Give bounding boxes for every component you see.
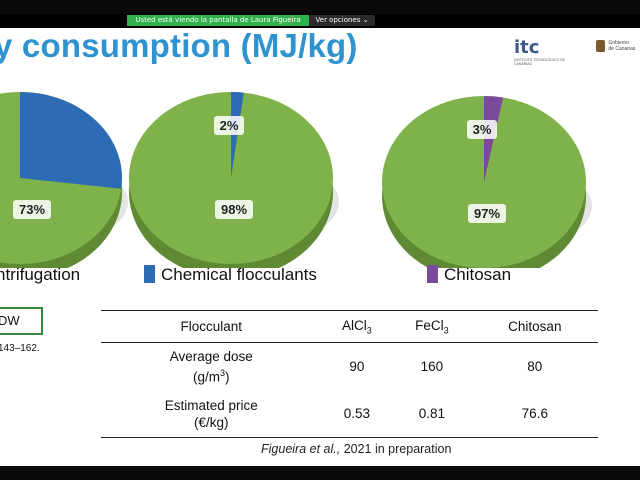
pie-main-label: 73% xyxy=(19,202,45,217)
dw-label: DW xyxy=(0,313,20,328)
citation: Figueira et al., 2021 in preparation xyxy=(261,442,451,456)
chevron-down-icon: ⌄ xyxy=(362,16,369,24)
legend-swatch-chitosan xyxy=(427,265,438,283)
table-row: Average dose (g/m3) 90 160 80 xyxy=(101,343,598,391)
view-options-button[interactable]: Ver opciones ⌄ xyxy=(309,15,375,26)
meeting-top-bar xyxy=(0,0,640,14)
table-cell: 160 xyxy=(420,359,444,374)
table-row: Estimated price (€/kg) 0.53 0.81 76.6 xyxy=(101,390,598,438)
pie-slice-minor xyxy=(20,92,122,189)
meeting-bottom-bar xyxy=(0,466,640,480)
pie-1: 73% xyxy=(0,92,128,268)
gobierno-canarias-logo: Gobierno de Canarias xyxy=(596,40,635,52)
table-header-cell: Chitosan xyxy=(471,310,598,343)
dw-box: DW xyxy=(0,307,43,335)
citation-authors: Figueira et al., xyxy=(261,442,341,456)
table-header-row: Flocculant AlCl3 FeCl3 Chitosan xyxy=(101,310,598,343)
legend-chitosan: Chitosan xyxy=(427,265,511,285)
view-options-label: Ver opciones xyxy=(315,16,361,24)
pie-minor-label-bg xyxy=(214,116,244,135)
flocculant-table: Flocculant AlCl3 FeCl3 Chitosan Average … xyxy=(101,310,598,438)
pie-main-label-bg xyxy=(13,200,51,219)
pie-2: 98% 2% xyxy=(129,92,339,268)
pie-minor-label-bg xyxy=(467,120,497,139)
legend-swatch-chemical xyxy=(144,265,155,283)
table-cell: 80 xyxy=(527,359,543,374)
legend-centrifugation-label: ntrifugation xyxy=(0,265,81,284)
pie-minor-label: 2% xyxy=(220,118,239,133)
table-row-label: Average dose (g/m3) xyxy=(169,348,253,385)
table-header-cell: Flocculant xyxy=(101,310,322,343)
legend-centrifugation: ntrifugation xyxy=(0,265,80,285)
pie-main-label-bg xyxy=(215,200,253,219)
gobierno-line2: de Canarias xyxy=(608,46,636,52)
table-row-label: Estimated price (€/kg) xyxy=(101,390,322,438)
slide-title: y consumption (MJ/kg) xyxy=(0,28,358,64)
pie-3: 97% 3% xyxy=(382,96,592,268)
pie-minor-label: 3% xyxy=(473,122,492,137)
reference-pages: 143–162. xyxy=(0,343,40,354)
gobierno-line1: Gobierno xyxy=(608,40,629,46)
crest-icon xyxy=(596,40,605,52)
itc-logo-text: itc xyxy=(514,37,540,58)
table-header-cell: FeCl3 xyxy=(392,310,472,343)
legend-chemical-label: Chemical flocculants xyxy=(161,265,317,284)
pie-charts: 73% 98% 2% 97% 3% xyxy=(0,92,592,268)
itc-logo: itc INSTITUTO TECNOLÓGICO DE CANARIAS xyxy=(514,37,574,66)
citation-rest: 2021 in preparation xyxy=(340,442,452,456)
table-header-cell: AlCl3 xyxy=(321,310,393,343)
table-cell: 0.53 xyxy=(321,390,393,438)
screen-share-banner: Usted está viendo la pantalla de Laura F… xyxy=(127,15,309,26)
pie-main-label: 98% xyxy=(221,202,247,217)
legend-chemical-flocculants: Chemical flocculants xyxy=(144,265,317,285)
pie-main-label: 97% xyxy=(474,206,500,221)
table-cell: 76.6 xyxy=(471,390,598,438)
pie-main-label-bg xyxy=(468,204,506,223)
table-cell: 0.81 xyxy=(392,390,472,438)
shared-slide: y consumption (MJ/kg) itc INSTITUTO TECN… xyxy=(0,28,640,466)
table-cell: 90 xyxy=(349,359,365,374)
itc-logo-subtitle: INSTITUTO TECNOLÓGICO DE CANARIAS xyxy=(514,58,566,66)
legend-chitosan-label: Chitosan xyxy=(444,265,512,284)
